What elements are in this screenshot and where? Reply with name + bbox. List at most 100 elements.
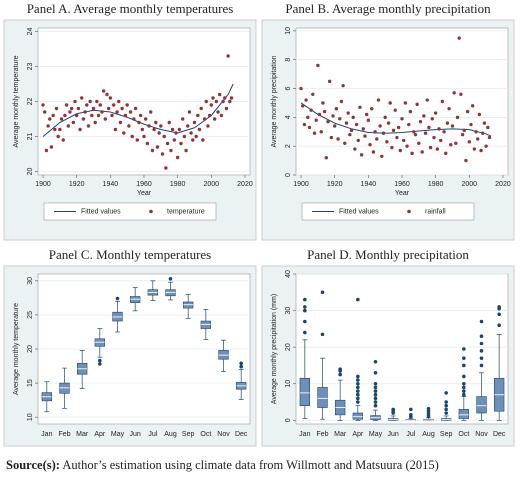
data-point [415,102,419,107]
data-point [142,134,146,139]
data-point [128,110,133,114]
data-point [388,101,392,105]
outlier [462,347,466,351]
data-point [155,145,160,149]
data-point [85,103,89,107]
source: Source(s): Author’s estimation using cli… [6,458,439,472]
outlier [303,297,307,302]
outlier [373,385,378,390]
x-tick-label: Feb [316,431,328,438]
outlier [356,400,360,404]
outlier [426,411,431,416]
outlier [338,372,342,377]
data-point [407,122,411,127]
outlier [373,403,378,408]
data-point [371,150,376,154]
data-point [187,110,192,114]
data-point [370,107,374,111]
x-tick-label: Dec [235,431,248,438]
data-point [410,151,414,156]
data-point [329,135,334,140]
data-point [64,103,69,107]
panel-title: Panel C. Monthly temperatures [49,247,211,262]
x-tick-label: Sep [440,431,453,438]
data-point [112,103,116,107]
data-point [167,120,171,125]
data-point [413,132,418,137]
y-axis-label: Average monthly temperature [13,303,20,395]
data-point [96,113,101,118]
data-point [450,124,455,128]
data-point [472,147,477,151]
data-point [191,138,195,142]
x-axis-label: Year [395,190,410,197]
y-tick-label: 23 [27,63,34,71]
y-tick-label: 24 [27,28,34,36]
data-point [149,110,153,114]
data-point [299,86,303,91]
x-tick-label: 1900 [35,181,51,188]
data-point [336,137,340,141]
data-point [457,36,461,40]
outlier [497,323,501,328]
data-point [66,124,70,128]
y-tick-label: 20 [285,343,292,351]
data-point [307,125,312,130]
outlier [462,374,466,379]
data-point [177,127,182,132]
data-point [354,122,359,127]
data-point [90,113,94,118]
data-point [408,109,413,114]
data-point [375,137,379,141]
data-point [58,127,62,132]
data-point [309,108,313,112]
outlier [303,319,307,324]
data-point [179,141,183,146]
outlier [497,305,501,309]
outlier [479,349,484,353]
data-point [311,92,315,96]
data-point [465,109,470,114]
data-point [95,99,99,104]
data-point [321,101,325,105]
outlier [391,407,395,412]
data-point [324,156,328,160]
x-tick-label: 1980 [428,181,444,188]
data-point [164,166,168,170]
data-point [348,132,352,137]
data-point [83,110,87,114]
outlier [373,381,378,386]
data-point [447,107,451,111]
data-point [440,99,445,104]
y-axis-label: Average monthly precipitation [271,55,278,147]
data-point [351,115,355,120]
data-point [91,106,96,111]
outlier [356,381,360,386]
data-point [123,113,128,118]
data-point [343,141,347,145]
x-tick-label: Feb [58,431,70,438]
y-tick-label: 6 [285,86,292,90]
data-point [137,120,141,125]
outlier [115,296,120,301]
data-point [140,127,145,132]
legend-label: Fitted values [81,208,121,215]
outlier [356,374,360,379]
outlier [444,407,448,412]
data-point [101,89,106,93]
data-point [341,83,345,88]
data-point [359,153,364,157]
data-point [319,130,323,134]
data-point [380,154,384,158]
data-point [226,54,230,58]
data-point [48,117,52,121]
outlier [444,403,448,408]
data-point [391,128,396,133]
data-point [479,148,483,153]
x-tick-label: Aug [422,431,435,438]
y-tick-label: 10 [27,413,34,421]
data-point [477,112,482,117]
data-point [481,131,485,135]
outlier [239,364,243,369]
data-point [224,106,229,111]
